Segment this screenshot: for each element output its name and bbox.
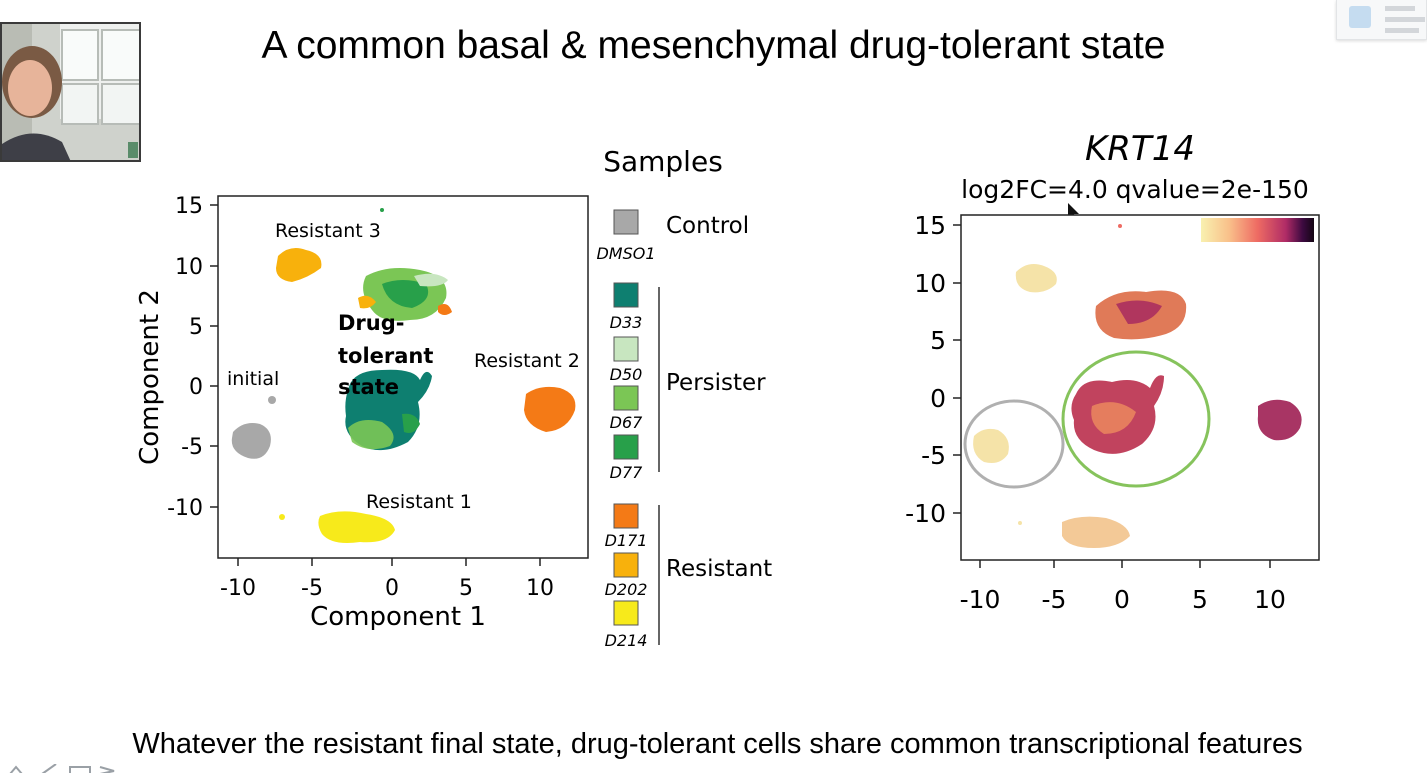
y-tick: -10 bbox=[905, 499, 946, 528]
annotation-resistant3: Resistant 3 bbox=[275, 220, 381, 242]
highlight-circle-drug-tolerant bbox=[1061, 350, 1211, 488]
krt14-umap-chart: KRT14 log2FC=4.0 qvalue=2e-150 15 10 5 0… bbox=[905, 129, 1320, 614]
y-tick: 10 bbox=[175, 255, 203, 280]
y-tick: 15 bbox=[175, 194, 203, 219]
cluster-resistant2 bbox=[524, 386, 576, 432]
legend-group-control: Control bbox=[666, 213, 749, 239]
cluster-drug-tolerant-state bbox=[345, 369, 432, 451]
tooltip-text-lines bbox=[1385, 6, 1425, 33]
y-axis-label: Component 2 bbox=[135, 289, 165, 465]
gene-title: KRT14 bbox=[1085, 129, 1195, 169]
y-tick: 15 bbox=[914, 211, 946, 240]
legend-swatch-d171 bbox=[613, 503, 639, 529]
y-tick: 0 bbox=[930, 384, 946, 413]
legend-swatch-d33 bbox=[613, 282, 639, 308]
samples-umap-chart: 15 10 5 0 -5 -10 -10 -5 0 5 10 Component… bbox=[135, 194, 589, 630]
pen-icon bbox=[41, 763, 57, 773]
legend-title: Samples bbox=[603, 145, 723, 178]
legend-item-d67: D67 bbox=[610, 413, 644, 432]
x-tick: 0 bbox=[385, 576, 399, 601]
webcam-thumbnail bbox=[0, 22, 141, 162]
cluster-persister-top bbox=[358, 268, 452, 321]
slide-title: A common basal & mesenchymal drug-tolera… bbox=[261, 24, 1166, 67]
legend-item-d77: D77 bbox=[610, 463, 644, 482]
annotation-drug-tolerant-1: Drug- bbox=[338, 311, 405, 335]
legend-swatch-d214 bbox=[613, 600, 639, 626]
legend-item-d214: D214 bbox=[605, 631, 648, 650]
annotation-drug-tolerant-2: tolerant bbox=[338, 344, 433, 368]
x-axis-label: Component 1 bbox=[310, 602, 486, 630]
grid-icon bbox=[69, 766, 91, 773]
x-tick: -10 bbox=[960, 585, 1001, 614]
annotation-resistant2: Resistant 2 bbox=[474, 350, 580, 372]
x-tick: 10 bbox=[1254, 585, 1286, 614]
annotation-resistant1: Resistant 1 bbox=[366, 491, 472, 513]
presentation-controls[interactable] bbox=[4, 762, 124, 773]
legend-item-dmso1: DMSO1 bbox=[596, 244, 655, 263]
x-tick: 10 bbox=[526, 576, 554, 601]
x-tick: 5 bbox=[459, 576, 473, 601]
slide-caption: Whatever the resistant final state, drug… bbox=[132, 728, 1303, 760]
cluster-bottom bbox=[1062, 516, 1130, 548]
colorbar bbox=[1201, 218, 1314, 242]
y-tick: 5 bbox=[189, 315, 203, 340]
legend-group-resistant: Resistant bbox=[666, 556, 772, 582]
y-tick: 0 bbox=[189, 375, 203, 400]
highlight-circle-initial bbox=[963, 399, 1065, 489]
cluster-resistant3 bbox=[276, 248, 322, 282]
x-tick: 0 bbox=[1114, 585, 1130, 614]
mouse-cursor-icon bbox=[1068, 203, 1079, 221]
x-tick: 5 bbox=[1192, 585, 1208, 614]
annotation-initial: initial bbox=[227, 368, 279, 390]
cluster-initial bbox=[231, 396, 276, 459]
y-tick: 10 bbox=[914, 269, 946, 298]
cluster-initial bbox=[973, 428, 1009, 463]
legend-item-d33: D33 bbox=[610, 313, 643, 332]
x-tick: -5 bbox=[301, 576, 323, 601]
legend-swatch-d202 bbox=[613, 552, 639, 578]
next-slide-icon bbox=[99, 766, 115, 773]
legend-item-d202: D202 bbox=[605, 580, 648, 599]
y-tick: -5 bbox=[921, 441, 946, 470]
samples-legend: Samples DMSO1 Control D33 D50 D67 D77 Pe… bbox=[596, 145, 772, 650]
legend-swatch-d67 bbox=[613, 385, 639, 411]
x-tick: -5 bbox=[1042, 585, 1067, 614]
cluster-right bbox=[1257, 399, 1302, 441]
cluster-resistant1 bbox=[279, 511, 395, 543]
y-tick: -10 bbox=[167, 496, 203, 521]
page-icon bbox=[1349, 6, 1371, 28]
cluster-top-left bbox=[1015, 264, 1057, 293]
legend-group-persister: Persister bbox=[666, 370, 766, 396]
legend-swatch-d77 bbox=[613, 434, 639, 460]
legend-item-d50: D50 bbox=[610, 365, 643, 384]
legend-swatch-d50 bbox=[613, 336, 639, 362]
prev-slide-icon bbox=[9, 765, 23, 773]
legend-item-d171: D171 bbox=[605, 531, 648, 550]
y-tick: 5 bbox=[930, 326, 946, 355]
y-tick: -5 bbox=[181, 435, 203, 460]
x-tick: -10 bbox=[220, 576, 256, 601]
annotation-drug-tolerant-3: state bbox=[338, 375, 399, 399]
legend-swatch-dmso1 bbox=[613, 209, 639, 235]
gene-stats: log2FC=4.0 qvalue=2e-150 bbox=[961, 175, 1309, 204]
browser-tooltip bbox=[1336, 0, 1427, 40]
